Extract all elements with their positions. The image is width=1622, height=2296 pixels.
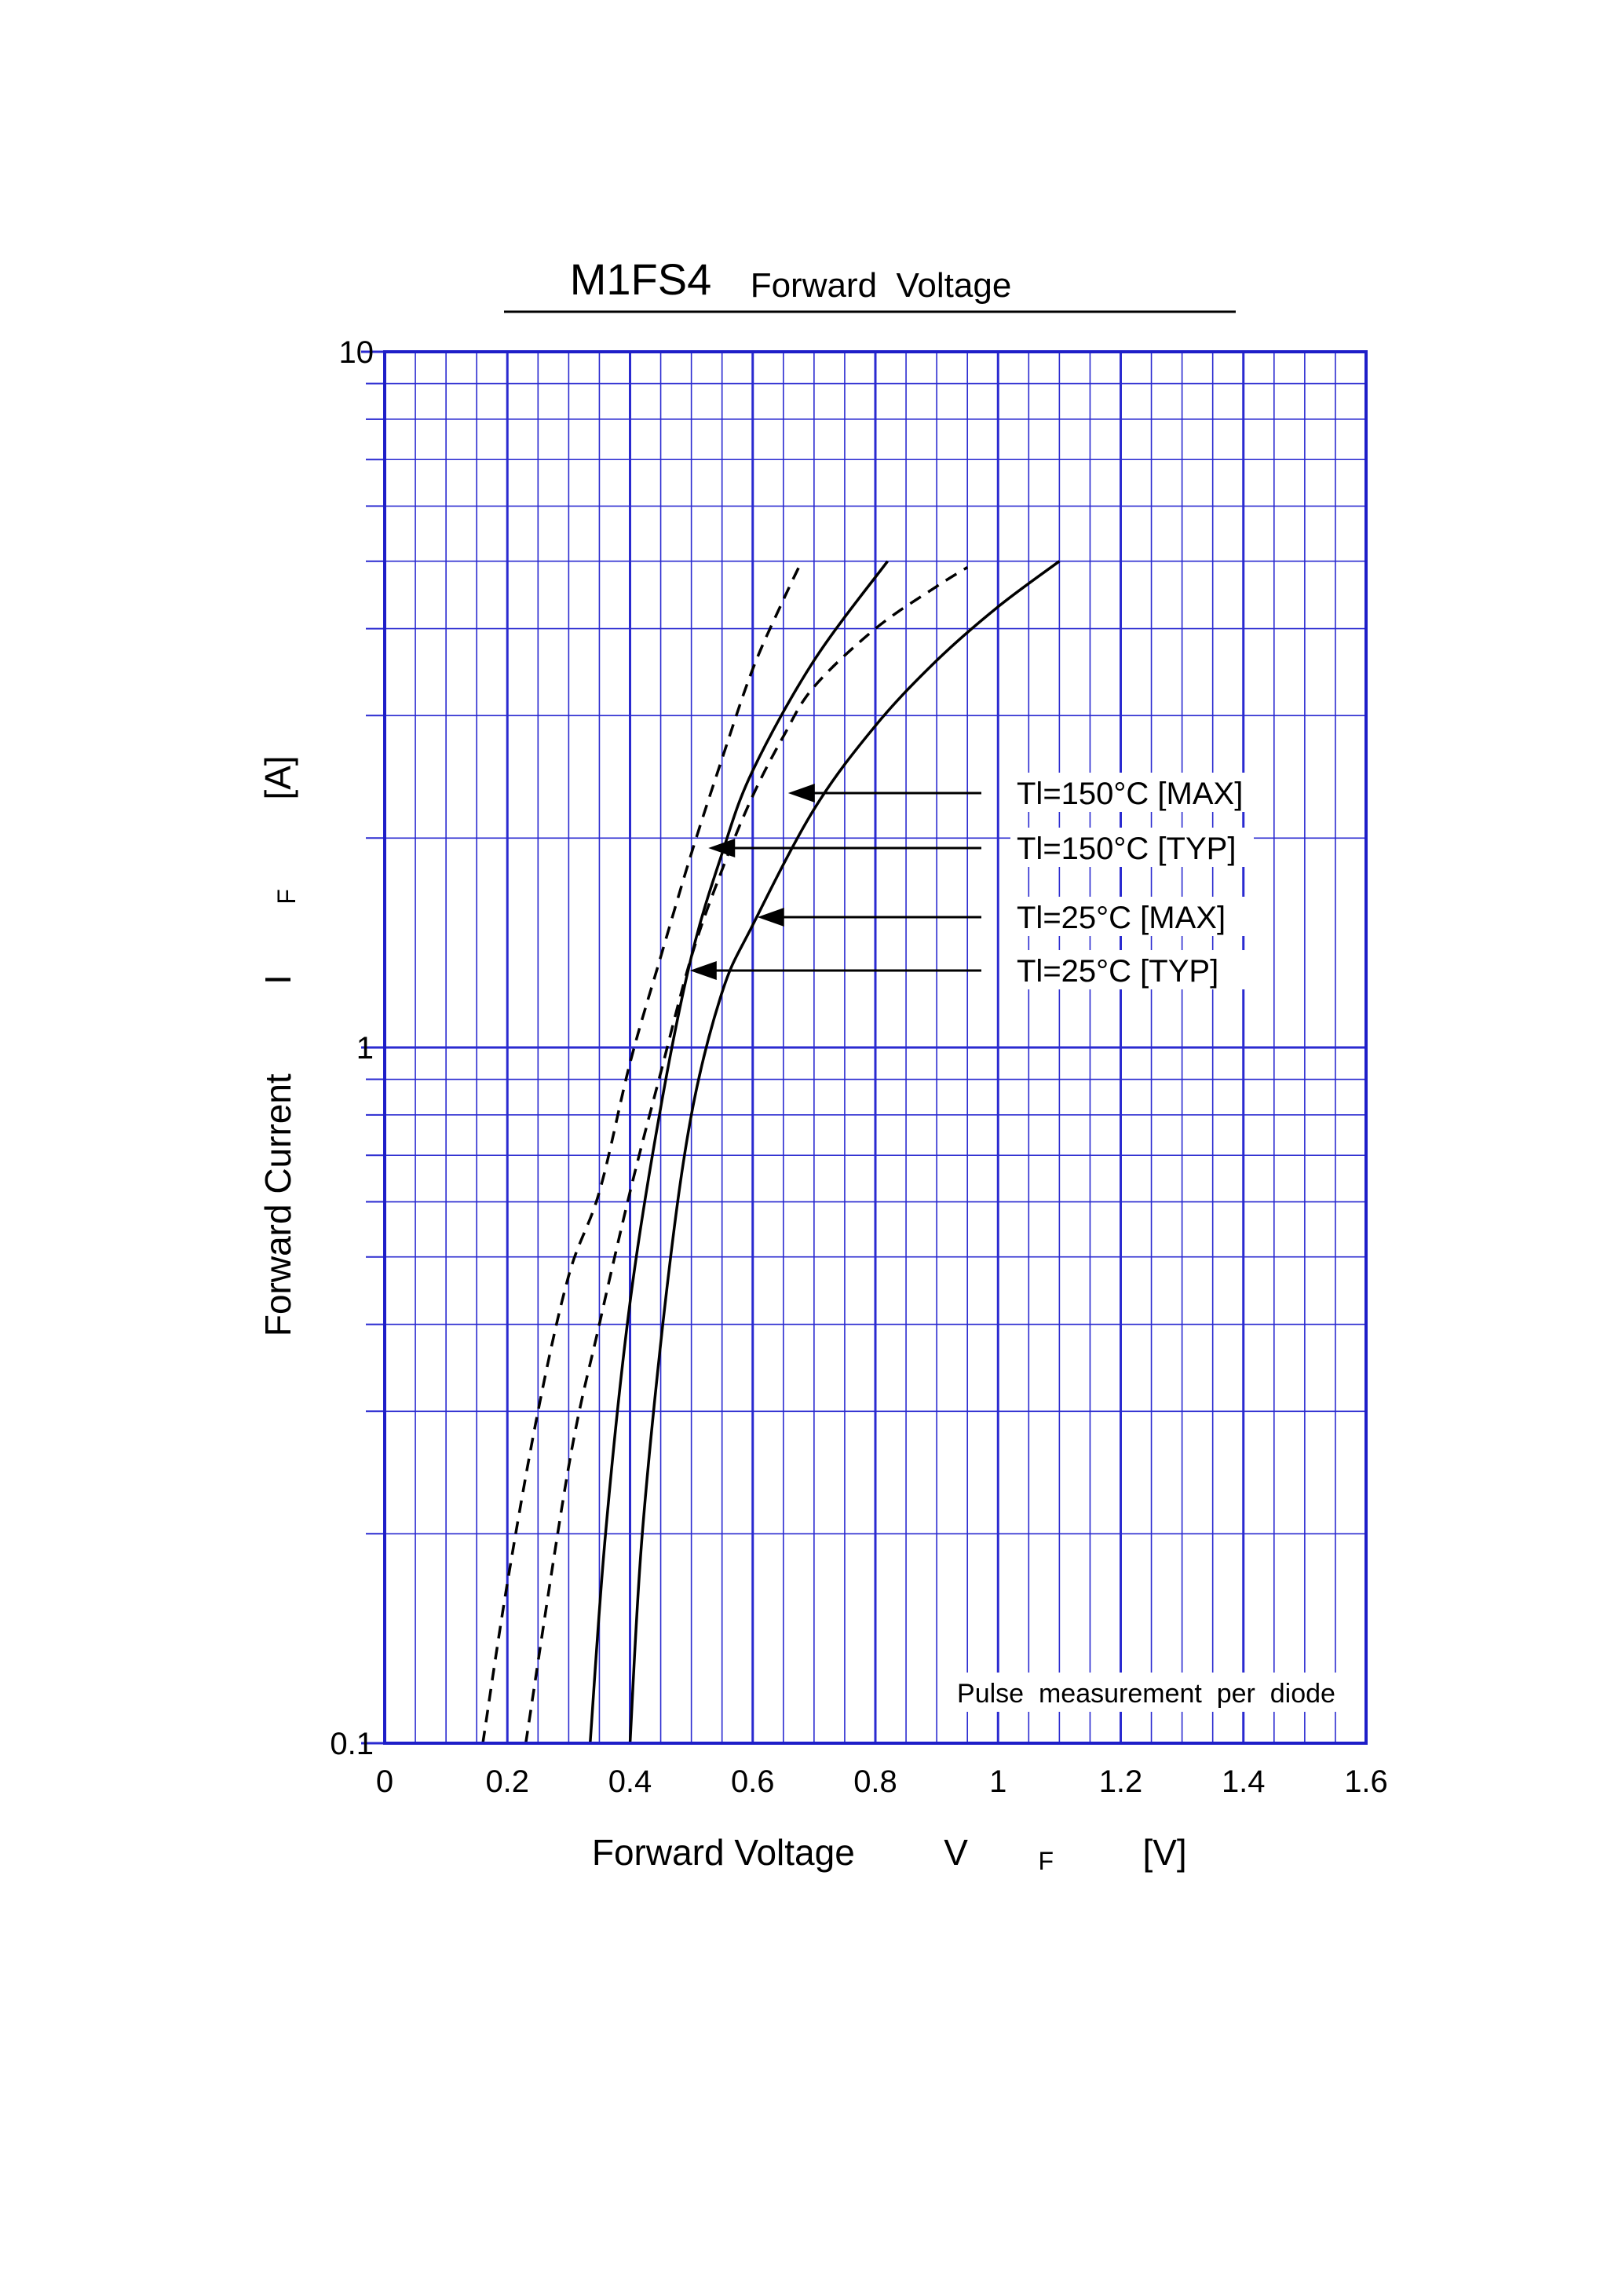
legend-label-background xyxy=(1010,828,1254,867)
legend-arrowhead xyxy=(787,784,815,803)
x-tick-label: 0.4 xyxy=(608,1764,652,1799)
legend: Tl=150°C [MAX] Tl=150°C [TYP] Tl=25°C [MAX… xyxy=(689,773,1254,989)
legend-label: Tl=25°C [TYP] xyxy=(1017,954,1218,989)
x-axis-unit: [V] xyxy=(1142,1832,1186,1873)
y-tick-labels: 0.1 1 10 xyxy=(330,335,374,1761)
plot-frame xyxy=(383,350,1368,1745)
x-tick-label: 0.2 xyxy=(485,1764,529,1799)
x-tick-label: 1.2 xyxy=(1099,1764,1143,1799)
x-axis-subscript: F xyxy=(1038,1847,1054,1875)
y-tick-label: 10 xyxy=(339,335,374,370)
x-tick-label: 1 xyxy=(989,1764,1006,1799)
x-axis-label: Forward Voltage xyxy=(592,1832,855,1873)
x-tick-label: 0.8 xyxy=(853,1764,897,1799)
legend-label: Tl=150°C [MAX] xyxy=(1017,777,1243,811)
chart-title: M1FS4 xyxy=(570,254,712,304)
grid-major xyxy=(361,350,1368,1745)
svg-text:Forward Current I: Forward Current I F [A] xyxy=(258,705,303,1406)
legend-label-background xyxy=(1010,950,1254,989)
y-axis-unit: [A] xyxy=(258,755,298,799)
y-tick-label: 1 xyxy=(356,1031,374,1066)
svg-text:Forward Voltage V: Forward Voltage V F [V] xyxy=(521,1832,1237,1877)
legend-label: Tl=150°C [TYP] xyxy=(1017,832,1236,866)
x-tick-label: 0.6 xyxy=(731,1764,775,1799)
series-line xyxy=(481,560,803,1744)
chart-subtitle: Forward Voltage xyxy=(751,266,1012,305)
legend-label: Tl=25°C [MAX] xyxy=(1017,901,1226,935)
legend-arrowhead xyxy=(708,839,736,857)
x-tick-labels: 0 0.2 0.4 0.6 0.8 1 1.2 1.4 1.6 xyxy=(376,1764,1388,1799)
legend-label-background xyxy=(1010,897,1254,936)
y-axis-title: Forward Current I F [A] xyxy=(258,705,303,1406)
x-axis-title: Forward Voltage V F [V] xyxy=(521,1832,1237,1877)
series-line xyxy=(524,566,969,1744)
x-axis-symbol: V xyxy=(944,1832,968,1873)
legend-arrowhead xyxy=(689,961,717,980)
x-tick-label: 1.6 xyxy=(1344,1764,1388,1799)
y-axis-subscript: F xyxy=(272,889,301,905)
y-axis-label: Forward Current xyxy=(258,1073,298,1336)
note-background xyxy=(942,1673,1350,1712)
title-block: M1FS4 Forward Voltage xyxy=(504,254,1236,313)
x-tick-label: 1.4 xyxy=(1222,1764,1266,1799)
pulse-note: Pulse measurement per diode xyxy=(957,1679,1335,1709)
y-tick-label: 0.1 xyxy=(330,1727,374,1761)
legend-arrowhead xyxy=(757,908,784,927)
series-line xyxy=(588,560,890,1744)
legend-label-background xyxy=(1010,773,1254,812)
x-tick-label: 0 xyxy=(376,1764,393,1799)
y-axis-symbol: I xyxy=(258,974,298,985)
